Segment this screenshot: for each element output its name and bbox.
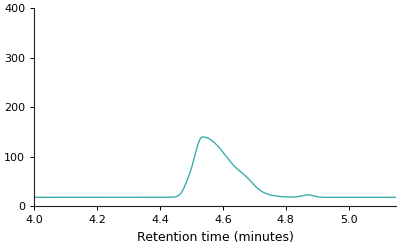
X-axis label: Retention time (minutes): Retention time (minutes) (137, 231, 294, 244)
